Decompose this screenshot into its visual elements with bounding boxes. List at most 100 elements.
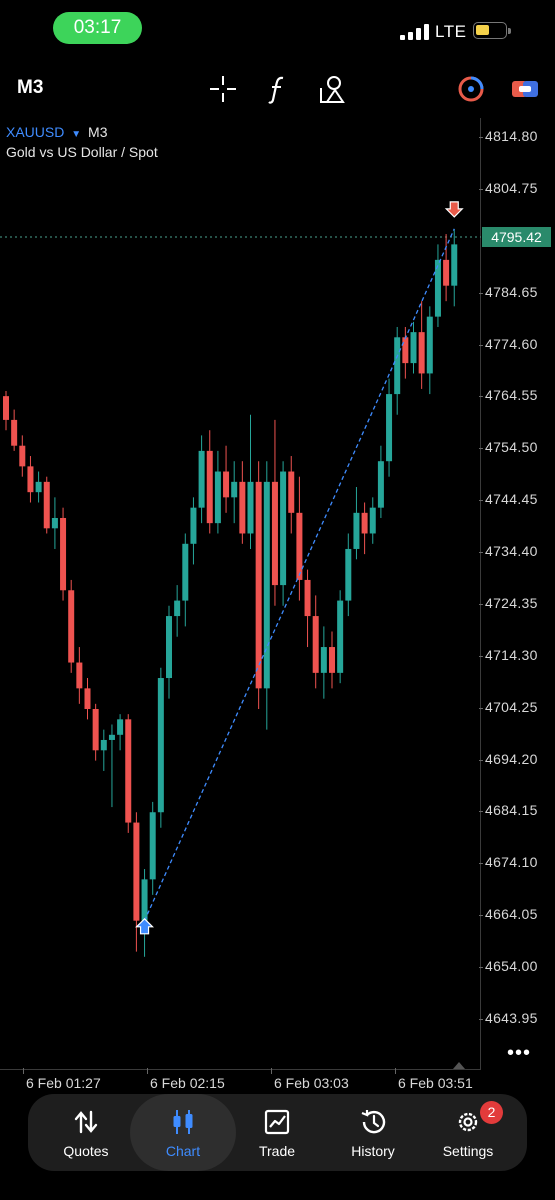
price-tick xyxy=(479,1019,483,1020)
chart-symbol[interactable]: XAUUSD ▼ M3 xyxy=(6,124,108,140)
settings-notification-badge: 2 xyxy=(480,1101,503,1124)
price-tick xyxy=(479,759,483,761)
time-tick-label: 6 Feb 01:27 xyxy=(26,1075,101,1091)
nav-label: History xyxy=(351,1143,395,1159)
scroll-marker-icon xyxy=(453,1062,465,1069)
buy-marker-icon xyxy=(135,917,154,935)
candle-body xyxy=(386,394,393,462)
candle-body xyxy=(304,579,311,617)
chart-area[interactable] xyxy=(0,118,481,1070)
candle-body xyxy=(125,719,132,823)
nav-quotes[interactable]: Quotes xyxy=(36,1094,136,1171)
candle-body xyxy=(418,332,425,374)
network-type: LTE xyxy=(435,22,467,41)
candle-body xyxy=(198,450,205,508)
candle-body xyxy=(43,481,50,529)
candlestick-chart[interactable] xyxy=(0,118,481,1070)
candle-body xyxy=(337,600,344,673)
candle-body xyxy=(239,481,246,534)
candle-body xyxy=(320,647,327,673)
candle-body xyxy=(166,616,172,679)
candle-body xyxy=(377,461,384,508)
candle-body xyxy=(394,337,401,395)
candle-body xyxy=(402,337,409,364)
trendline[interactable] xyxy=(143,228,455,921)
price-tick-label: 4704.25 xyxy=(485,698,538,715)
history-clock-icon xyxy=(361,1110,386,1134)
candle-body xyxy=(329,647,335,673)
candle-body xyxy=(149,812,156,880)
bottom-navigation: Quotes Chart Trade History Settings xyxy=(28,1094,527,1171)
time-tick xyxy=(147,1068,148,1074)
indicator-function-icon[interactable] xyxy=(262,72,294,106)
nav-label: Quotes xyxy=(63,1143,109,1159)
candle-body xyxy=(353,512,360,549)
current-price-tag: 4795.42 xyxy=(482,227,551,247)
nav-settings[interactable]: Settings xyxy=(418,1094,518,1171)
nav-label: Trade xyxy=(258,1143,296,1159)
candle-body xyxy=(443,259,450,286)
candle-body xyxy=(410,332,417,364)
price-tick-label: 4684.15 xyxy=(485,802,538,819)
price-tick-label: 4674.10 xyxy=(485,854,538,871)
nav-label: Chart xyxy=(165,1143,201,1159)
price-tick xyxy=(479,448,483,450)
nav-trade[interactable]: Trade xyxy=(227,1094,327,1171)
symbol-name: XAUUSD xyxy=(6,124,65,140)
crosshair-icon[interactable] xyxy=(207,72,239,106)
sell-marker-icon xyxy=(444,201,464,218)
price-tick xyxy=(479,188,483,190)
candle-body xyxy=(280,471,287,586)
candle-body xyxy=(51,517,58,529)
timeframe-label[interactable]: M3 xyxy=(17,77,44,98)
symbol-dropdown-icon[interactable]: ▼ xyxy=(71,129,82,140)
candle-body xyxy=(361,512,368,534)
candle-body xyxy=(100,739,107,751)
candle-body xyxy=(434,259,441,317)
candle-body xyxy=(108,734,115,740)
candle-body xyxy=(133,822,140,921)
battery-icon xyxy=(473,22,511,39)
price-tick xyxy=(479,396,483,398)
candle-body xyxy=(76,662,83,689)
candle-body xyxy=(271,481,278,586)
price-tick xyxy=(479,863,483,865)
candle-body xyxy=(426,316,433,374)
candle-body xyxy=(345,548,352,601)
symbol-timeframe: M3 xyxy=(88,124,108,140)
nav-chart[interactable]: Chart xyxy=(130,1094,236,1171)
price-tick-label: 4724.35 xyxy=(485,594,538,611)
order-icon[interactable] xyxy=(509,72,541,106)
price-tick-label: 4643.95 xyxy=(485,1010,538,1026)
candle-body xyxy=(60,517,67,591)
candle-body xyxy=(84,688,91,709)
price-tick xyxy=(479,500,483,502)
candle-body xyxy=(247,481,254,534)
time-tick-label: 6 Feb 02:15 xyxy=(150,1075,225,1091)
timeframe-switch-icon[interactable] xyxy=(455,72,487,106)
candle-body xyxy=(68,590,75,663)
candle-body xyxy=(451,244,458,286)
trade-chart-icon xyxy=(264,1109,290,1135)
price-tick xyxy=(479,707,483,709)
price-tick xyxy=(479,811,483,813)
price-tick xyxy=(479,655,483,657)
price-tick-label: 4774.60 xyxy=(485,335,538,352)
candle-body xyxy=(117,719,124,735)
candle-body xyxy=(190,507,197,544)
candle-body xyxy=(19,445,26,467)
price-tick-label: 4814.80 xyxy=(485,128,538,144)
gear-icon xyxy=(458,1112,478,1132)
candle-body xyxy=(35,481,42,493)
time-tick xyxy=(23,1068,24,1074)
price-tick-label: 4694.20 xyxy=(485,750,538,767)
more-options-icon[interactable]: ••• xyxy=(507,1042,532,1064)
candle-body xyxy=(231,481,238,498)
symbol-description: Gold vs US Dollar / Spot xyxy=(6,144,158,160)
candle-body xyxy=(255,481,262,689)
candle-body xyxy=(11,419,18,446)
price-tick-label: 4764.55 xyxy=(485,387,538,404)
price-tick xyxy=(479,915,483,917)
objects-shapes-icon[interactable] xyxy=(316,72,348,106)
nav-history[interactable]: History xyxy=(323,1094,423,1171)
